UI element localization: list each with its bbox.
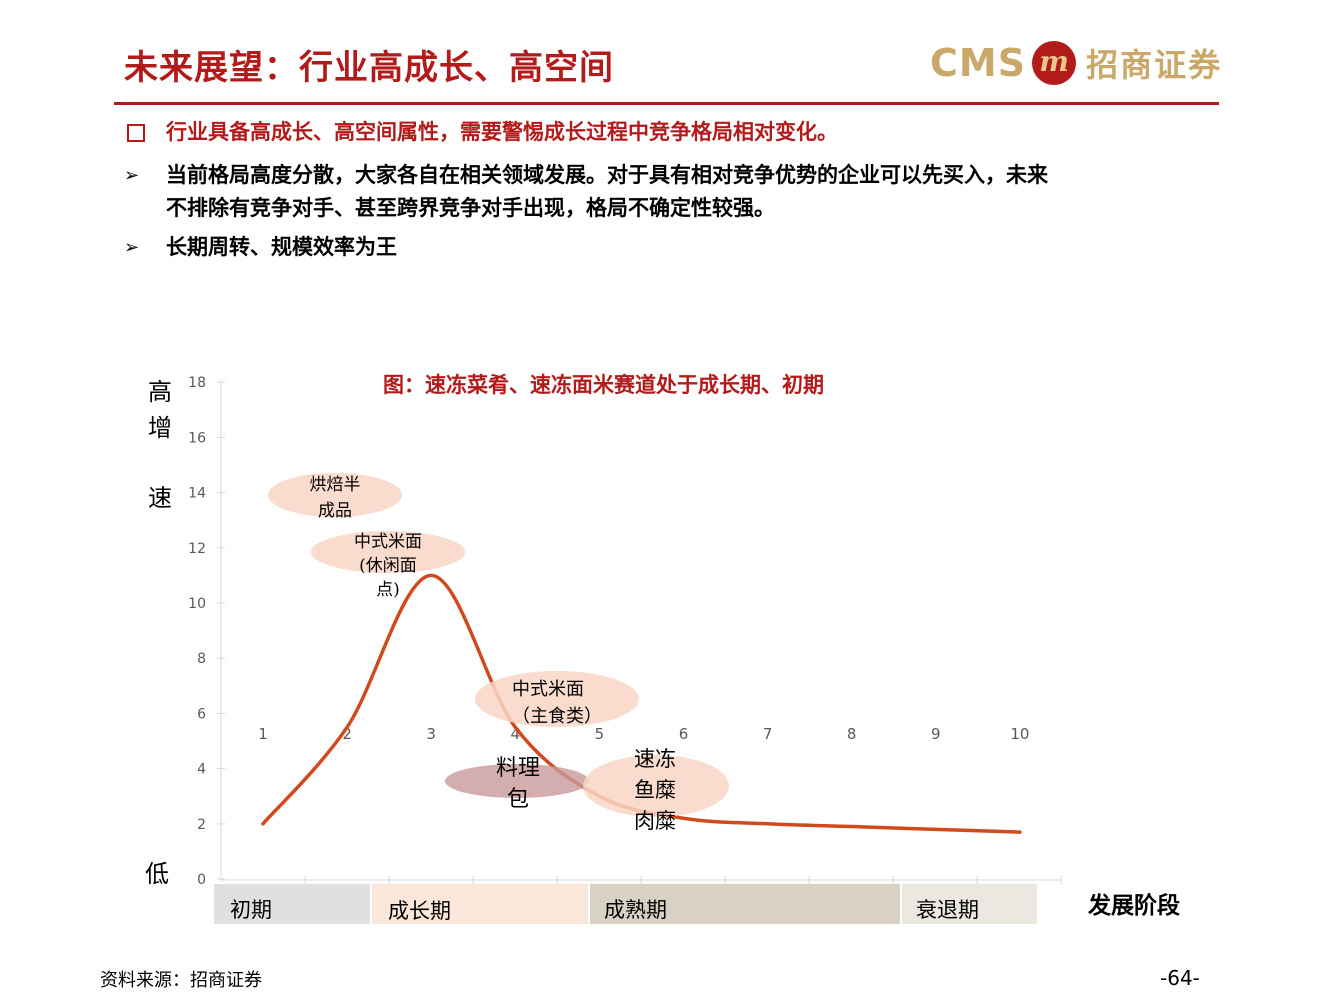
chart-title: 图：速冻菜肴、速冻面米赛道处于成长期、初期 [383,372,824,397]
logo-emblem-icon [1032,41,1077,85]
bubble-meal-kit [445,764,589,798]
y-label-low: 低 [145,860,169,888]
bubble-snack-noodle-line-3: 点) [376,580,400,600]
arrow-bullet-icon: ➢ [124,165,140,186]
y-tick-label: 16 [188,430,206,446]
bubble-surimi-line-3: 肉糜 [634,809,676,833]
x-tick-label: 7 [763,725,773,743]
x-tick-label: 1 [258,725,268,743]
y-label-high-1: 高 [148,378,172,406]
x-tick-label: 5 [595,725,605,743]
stage-mature-label: 成熟期 [604,898,667,922]
y-tick-label: 8 [197,651,206,667]
y-tick-label: 2 [197,817,206,833]
y-tick-label: 10 [188,596,206,612]
stage-decline-label: 衰退期 [916,898,979,922]
bubble-staple-noodle-line-2: （主食类） [512,706,602,727]
sub-bullet-2: 长期周转、规模效率为王 [166,234,397,259]
y-label-high-2: 增 [148,414,172,442]
x-tick-label: 3 [426,725,436,743]
bubble-bakery-line-2: 成品 [318,501,352,521]
x-tick-label: 9 [931,725,941,743]
main-bullet-text: 行业具备高成长、高空间属性，需要警惕成长过程中竞争格局相对变化。 [166,119,838,144]
stage-mature [590,884,900,924]
y-tick-label: 0 [197,872,206,888]
bubble-bakery [268,473,402,517]
x-tick-label: 10 [1010,725,1029,743]
logo-text: CMS [930,41,1027,85]
stage-decline [902,884,1037,924]
stage-initial [214,884,370,924]
y-tick-labels: 0 2 4 6 8 10 12 14 16 18 [188,375,206,888]
sub-bullet-1-line-2: 不排除有竞争对手、甚至跨界竞争对手出现，格局不确定性较强。 [166,195,775,220]
bubble-snack-noodle-line-1: 中式米面 [354,532,422,552]
cms-logo: CMS 招商证券 [930,38,1222,88]
x-tick-labels: 1 2 3 4 5 6 7 8 9 10 [258,725,1029,743]
arrow-bullet-icon: ➢ [124,237,140,258]
logo-cn-text: 招商证券 [1086,46,1223,84]
page-title: 未来展望：行业高成长、高空间 [124,48,614,88]
header-divider [114,102,1219,105]
x-tick-label: 6 [679,725,689,743]
source-note: 资料来源：招商证券 [100,970,262,991]
bubble-staple-noodle [475,671,639,727]
bubble-meal-kit-line-2: 包 [507,787,529,812]
x-tick-label: 8 [847,725,857,743]
bubble-meal-kit-line-1: 料理 [496,756,540,781]
bubble-snack-noodle-line-2: (休闲面 [359,556,417,576]
page-number: -64- [1160,966,1200,990]
x-tick-label: 4 [511,725,521,743]
stage-growth-label: 成长期 [388,899,451,923]
y-label-high-3: 速 [148,484,172,512]
y-tick-label: 12 [188,541,206,557]
bubble-staple-noodle-line-1: 中式米面 [512,679,584,700]
bubble-surimi-line-1: 速冻 [634,747,676,771]
y-tick-label: 6 [197,706,206,722]
square-bullet-icon [127,124,145,142]
bubble-bakery-line-1: 烘焙半 [310,475,361,495]
bubble-surimi-line-2: 鱼糜 [634,778,676,802]
bubble-snack-noodle [311,531,465,573]
x-minor-ticks [304,876,1062,884]
x-axis-label: 发展阶段 [1087,892,1180,919]
stage-growth [372,884,588,924]
y-tick-label: 14 [188,486,206,502]
stage-initial-label: 初期 [230,898,272,922]
x-tick-label: 2 [342,725,352,743]
sub-bullet-1-line-1: 当前格局高度分散，大家各自在相关领域发展。对于具有相对竞争优势的企业可以先买入，… [166,162,1048,187]
bubble-surimi [583,755,729,817]
y-tick-label: 18 [188,375,206,391]
y-tick-label: 4 [197,762,206,778]
